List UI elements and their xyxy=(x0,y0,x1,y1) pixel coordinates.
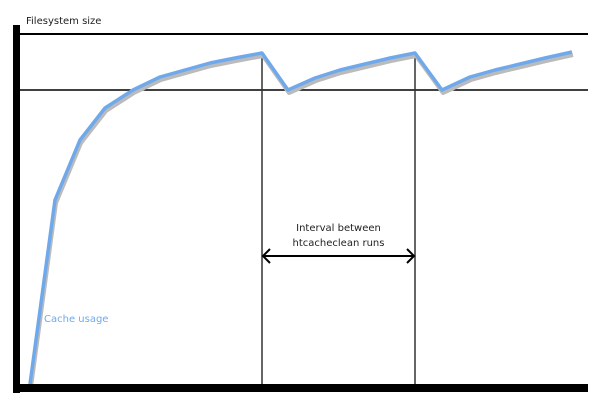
interval-label: Interval between htcacheclean runs xyxy=(262,221,415,251)
interval-label-line2: htcacheclean runs xyxy=(292,238,385,249)
interval-label-line1: Interval between xyxy=(296,223,381,234)
cache-usage-label: Cache usage xyxy=(44,314,109,325)
interval-arrow xyxy=(261,248,416,264)
cache-usage-curve xyxy=(28,50,573,385)
y-axis xyxy=(13,25,20,393)
cache-usage-curve-shadow xyxy=(29,53,574,388)
x-axis xyxy=(13,384,588,392)
y-axis-label: Filesystem size xyxy=(26,16,102,27)
